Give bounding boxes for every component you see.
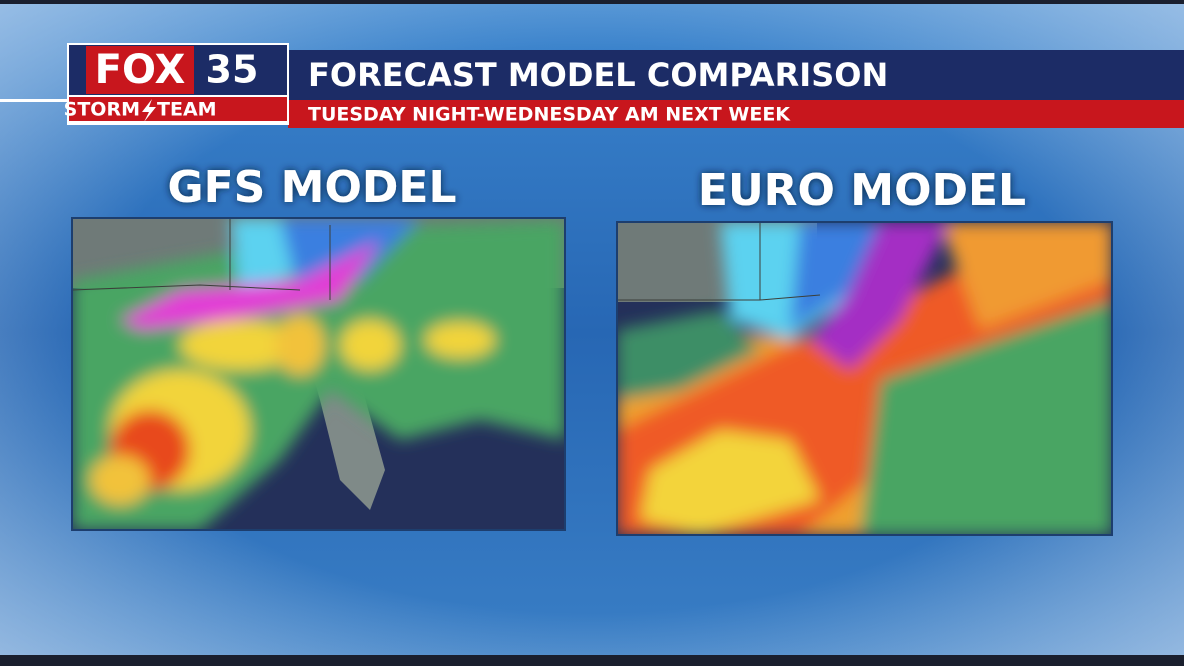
logo-team-right: TEAM	[157, 99, 217, 121]
map-frame	[71, 217, 566, 531]
map-frame	[616, 221, 1113, 536]
logo-red	[86, 46, 194, 94]
logo-brand: FOX	[95, 47, 186, 93]
frame-bottom	[0, 655, 1184, 666]
frame-top	[0, 0, 1184, 4]
subtitle-bar	[288, 100, 1184, 128]
logo-team-bar	[67, 95, 289, 123]
logo-team-left: STORM	[64, 99, 140, 121]
euro-map	[617, 222, 1112, 535]
gfs-map	[72, 218, 565, 530]
lightning-icon	[142, 99, 156, 122]
panel-title: GFS MODEL	[168, 162, 457, 213]
title-bar	[288, 50, 1184, 100]
logo-channel: 35	[206, 48, 259, 92]
header-subtitle: TUESDAY NIGHT-WEDNESDAY AM NEXT WEEK	[308, 104, 791, 126]
header-title: FORECAST MODEL COMPARISON	[308, 56, 888, 94]
panel-title: EURO MODEL	[698, 165, 1026, 216]
